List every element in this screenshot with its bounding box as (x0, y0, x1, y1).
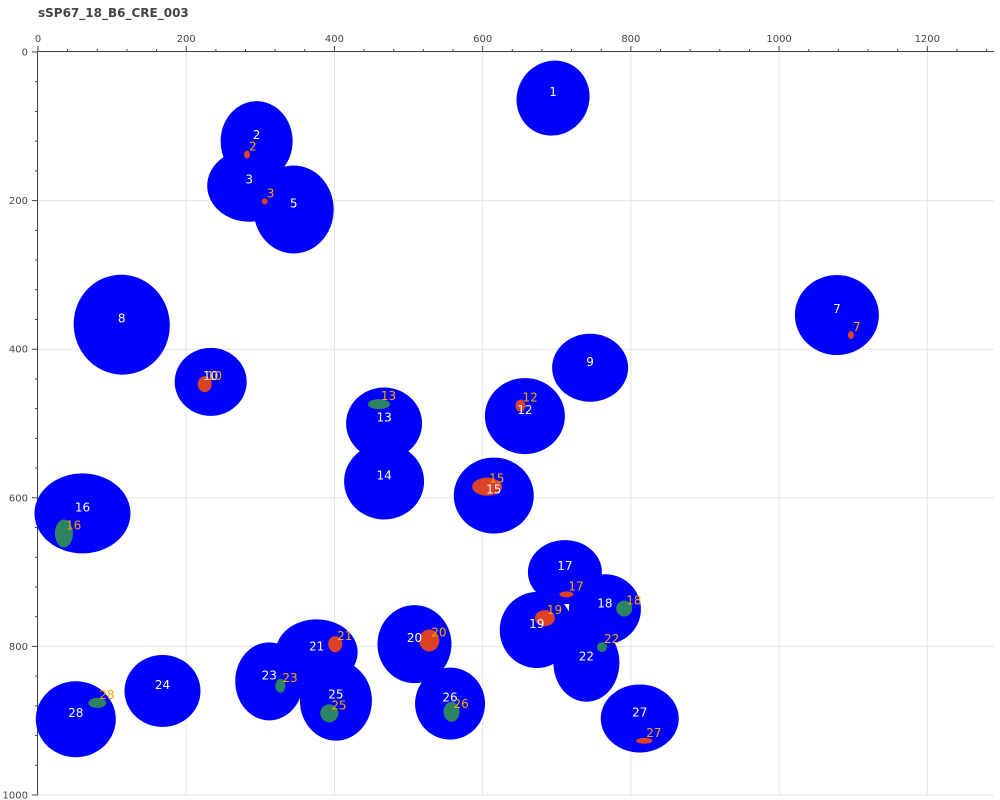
spot-marker-22[interactable] (596, 642, 607, 653)
cell-ellipse-15[interactable] (453, 457, 534, 534)
cell-label-16: 16 (75, 500, 90, 514)
spot-marker-7[interactable] (847, 331, 854, 340)
cell-label-22: 22 (579, 650, 594, 664)
spot-marker-12[interactable] (515, 399, 526, 412)
cell-label-9: 9 (586, 355, 594, 369)
spot-label-12: 12 (522, 391, 537, 405)
cell-label-19: 19 (529, 617, 544, 631)
y-tick-label: 1000 (3, 791, 28, 800)
x-tick-label: 200 (177, 34, 196, 45)
cell-label-20: 20 (407, 631, 422, 645)
cell-label-27: 27 (632, 705, 647, 719)
cell-label-24: 24 (155, 678, 170, 692)
x-tick-label: 800 (621, 34, 640, 45)
spot-label-27: 27 (646, 726, 661, 740)
cell-label-25: 25 (328, 688, 343, 702)
cell-ellipse-9[interactable] (552, 333, 629, 402)
cell-label-5: 5 (290, 197, 298, 211)
spot-label-13: 13 (381, 389, 396, 403)
cell-label-18: 18 (597, 596, 612, 610)
spot-marker-25[interactable] (320, 704, 339, 723)
cell-ellipse-12[interactable] (484, 378, 565, 455)
cell-ellipse-1[interactable] (503, 47, 603, 149)
cell-label-21: 21 (309, 639, 324, 653)
spot-label-21: 21 (337, 629, 352, 643)
spot-marker-21[interactable] (328, 636, 343, 653)
spot-marker-26[interactable] (443, 701, 460, 722)
x-tick-label: 600 (473, 34, 492, 45)
cell-ellipse-23[interactable] (235, 642, 304, 721)
y-tick-label: 400 (9, 345, 28, 356)
cell-label-2: 2 (253, 128, 261, 142)
spot-label-23: 23 (282, 671, 297, 685)
spot-label-15: 15 (489, 472, 504, 486)
y-tick-label: 800 (9, 642, 28, 653)
spot-marker-13[interactable] (367, 399, 390, 410)
cell-ellipse-8[interactable] (66, 267, 178, 382)
spot-marker-19[interactable] (534, 610, 555, 627)
spot-marker-28[interactable] (88, 697, 107, 708)
spot-marker-2[interactable] (243, 150, 250, 159)
spot-label-22: 22 (604, 632, 619, 646)
spot-label-28: 28 (99, 688, 114, 702)
spot-label-17: 17 (568, 579, 583, 593)
cell-label-17: 17 (557, 559, 572, 573)
cell-ellipse-27[interactable] (600, 684, 679, 753)
spot-marker-23[interactable] (275, 678, 286, 693)
x-tick-label: 400 (325, 34, 344, 45)
y-tick-label: 200 (9, 196, 28, 207)
spot-label-7: 7 (853, 320, 861, 334)
cell-label-10: 10 (203, 369, 218, 383)
cell-ellipse-24[interactable] (124, 654, 201, 727)
cell-label-1: 1 (549, 85, 557, 99)
cell-ellipse-13[interactable] (346, 387, 423, 460)
cell-ellipse-25[interactable] (299, 660, 372, 741)
x-tick-label: 0 (35, 34, 41, 45)
cell-label-28: 28 (68, 706, 83, 720)
cell-ellipse-5[interactable] (253, 165, 334, 254)
cell-label-14: 14 (376, 468, 391, 482)
spot-label-25: 25 (331, 698, 346, 712)
spot-label-3: 3 (267, 186, 275, 200)
y-tick-label: 600 (9, 493, 28, 504)
spot-marker-18[interactable] (616, 600, 633, 617)
cell-ellipse-14[interactable] (344, 443, 425, 520)
x-tick-label: 1200 (915, 34, 940, 45)
spot-marker-16[interactable] (54, 519, 73, 548)
spot-label-16: 16 (66, 518, 81, 532)
cell-ellipse-20[interactable] (377, 605, 452, 684)
cell-label-7: 7 (833, 302, 841, 316)
spot-label-10: 10 (207, 369, 222, 383)
cell-label-3: 3 (245, 173, 253, 187)
spot-marker-3[interactable] (261, 198, 268, 205)
spot-marker-17[interactable] (559, 591, 574, 598)
cell-label-13: 13 (376, 411, 391, 425)
spot-label-26: 26 (454, 697, 469, 711)
cell-label-23: 23 (262, 668, 277, 682)
page-title: sSP67_18_B6_CRE_003 (38, 6, 189, 20)
cell-ellipse-19[interactable] (499, 592, 574, 669)
x-tick-label: 1000 (766, 34, 791, 45)
cell-ellipse-7[interactable] (794, 275, 879, 356)
spot-label-20: 20 (431, 625, 446, 639)
cell-label-8: 8 (118, 312, 126, 326)
spot-label-2: 2 (249, 140, 257, 154)
cell-label-12: 12 (517, 403, 532, 417)
cell-label-15: 15 (486, 483, 501, 497)
spot-label-19: 19 (547, 603, 562, 617)
spot-marker-27[interactable] (636, 737, 653, 744)
spot-label-18: 18 (626, 594, 641, 608)
cell-label-26: 26 (442, 691, 457, 705)
spot-marker-15[interactable] (472, 477, 503, 496)
spot-marker-10[interactable] (197, 376, 212, 393)
spot-marker-20[interactable] (419, 629, 440, 652)
y-tick-label: 0 (22, 48, 28, 59)
